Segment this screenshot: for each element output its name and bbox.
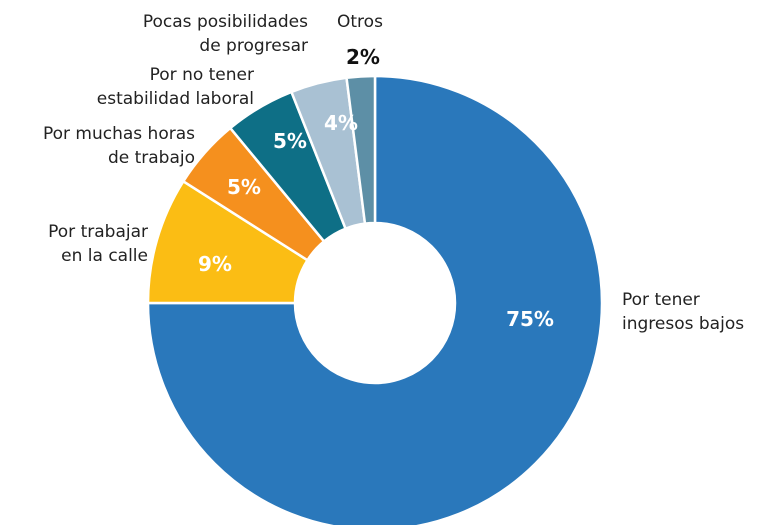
category-label: Otros — [337, 12, 383, 32]
donut-slice — [345, 74, 377, 226]
value-label: 5% — [227, 175, 261, 199]
value-label: 2% — [346, 45, 380, 69]
donut-slice — [146, 74, 604, 525]
category-label: Por trabajar en la calle — [48, 222, 148, 266]
category-label: Por no tener estabilidad laboral — [97, 65, 254, 109]
category-label: Pocas posibilidades de progresar — [143, 12, 308, 56]
value-label: 5% — [273, 129, 307, 153]
category-label: Por muchas horas de trabajo — [43, 124, 195, 168]
value-label: 75% — [506, 307, 554, 331]
value-label: 4% — [324, 111, 358, 135]
category-label: Por tener ingresos bajos — [622, 290, 744, 334]
value-label: 9% — [198, 252, 232, 276]
